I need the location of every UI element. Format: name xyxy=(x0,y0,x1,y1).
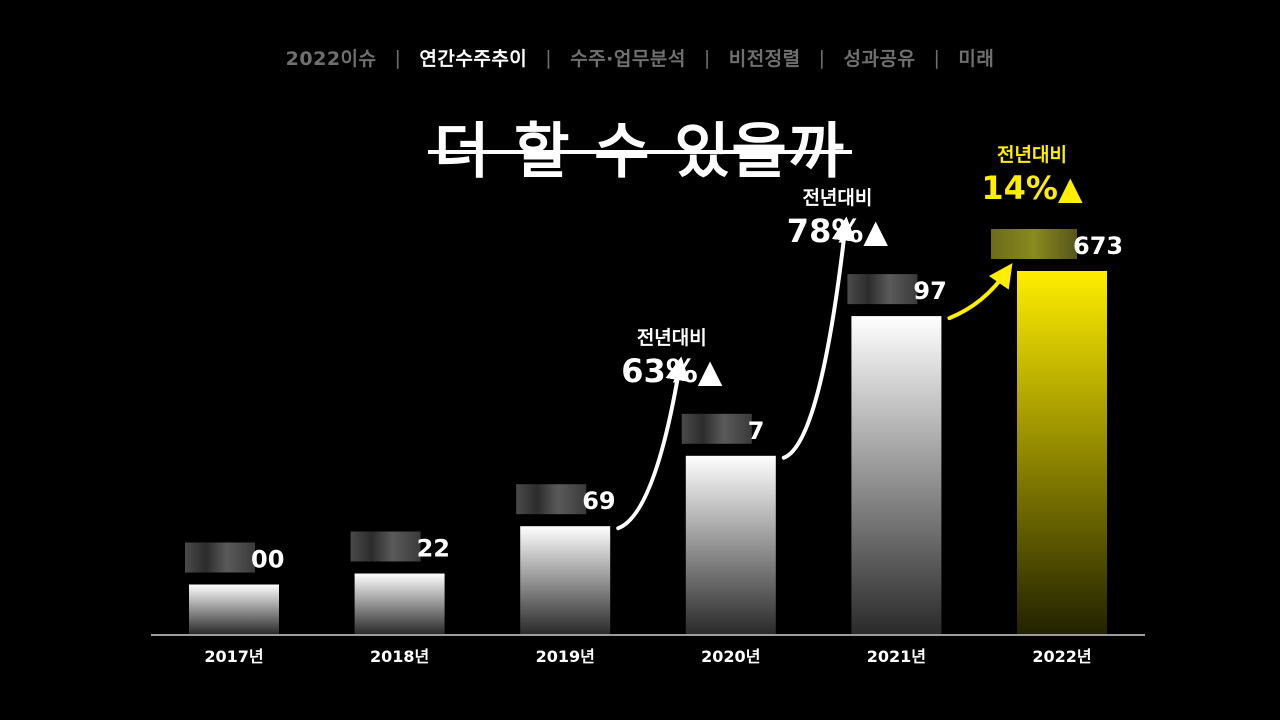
bar-3 xyxy=(520,526,611,634)
growth-label-3: 전년대비 xyxy=(997,144,1067,166)
nav-item-5[interactable]: 성과공유 xyxy=(843,48,916,70)
page-title: 더 할 수 있을까 xyxy=(428,112,852,192)
x-tick-label-5: 2021년 xyxy=(867,647,926,666)
nav-item-3[interactable]: 수주·업무분석 xyxy=(570,48,686,70)
growth-arrow-1 xyxy=(616,356,690,531)
bar-value-label-6: 673 xyxy=(1073,232,1123,260)
top-nav: 2022이슈 | 연간수주추이 | 수주·업무분석 | 비전정렬 | 성과공유 | 미래 xyxy=(0,44,1280,71)
x-tick-label-1: 2017년 xyxy=(204,647,263,666)
bar-5 xyxy=(851,316,942,634)
growth-label-2: 전년대비 xyxy=(802,187,872,209)
growth-value-3: 14%▲ xyxy=(981,169,1083,207)
value-mask-3 xyxy=(516,484,587,515)
bar-2 xyxy=(354,573,445,634)
nav-item-6[interactable]: 미래 xyxy=(958,48,995,70)
nav-item-2[interactable]: 연간수주추이 xyxy=(419,48,528,70)
bar-value-label-3: 69 xyxy=(582,487,615,515)
bar-value-label-1: 00 xyxy=(251,546,284,574)
bar-value-label-5: 97 xyxy=(913,277,946,305)
x-tick-label-4: 2020년 xyxy=(701,647,760,666)
growth-label-1: 전년대비 xyxy=(637,327,707,349)
nav-separator: | xyxy=(394,46,402,69)
nav-separator: | xyxy=(703,46,711,69)
growth-arrow-3 xyxy=(947,263,1013,321)
value-mask-1 xyxy=(185,542,255,573)
bar-value-label-4: 7 xyxy=(748,417,765,445)
x-tick-label-3: 2019년 xyxy=(536,647,595,666)
nav-separator: | xyxy=(933,46,941,69)
value-mask-5 xyxy=(847,274,918,305)
nav-item-1[interactable]: 2022이슈 xyxy=(285,48,377,70)
nav-item-4[interactable]: 비전정렬 xyxy=(728,48,801,70)
bar-4 xyxy=(685,455,776,634)
bar-6 xyxy=(1017,271,1107,634)
x-tick-label-2: 2018년 xyxy=(370,647,429,666)
title-strikethrough xyxy=(428,150,852,154)
value-mask-6 xyxy=(991,229,1077,259)
growth-value-1: 63%▲ xyxy=(621,352,723,390)
x-tick-label-6: 2022년 xyxy=(1032,647,1091,666)
bar-1 xyxy=(189,584,279,634)
nav-separator: | xyxy=(818,46,826,69)
value-mask-4 xyxy=(681,413,752,444)
bar-value-label-2: 22 xyxy=(417,535,450,563)
value-mask-2 xyxy=(350,531,421,562)
title-wrap: 더 할 수 있을까 xyxy=(0,112,1280,192)
growth-arrow-2 xyxy=(781,216,856,460)
nav-separator: | xyxy=(545,46,553,69)
growth-value-2: 78%▲ xyxy=(787,212,889,250)
